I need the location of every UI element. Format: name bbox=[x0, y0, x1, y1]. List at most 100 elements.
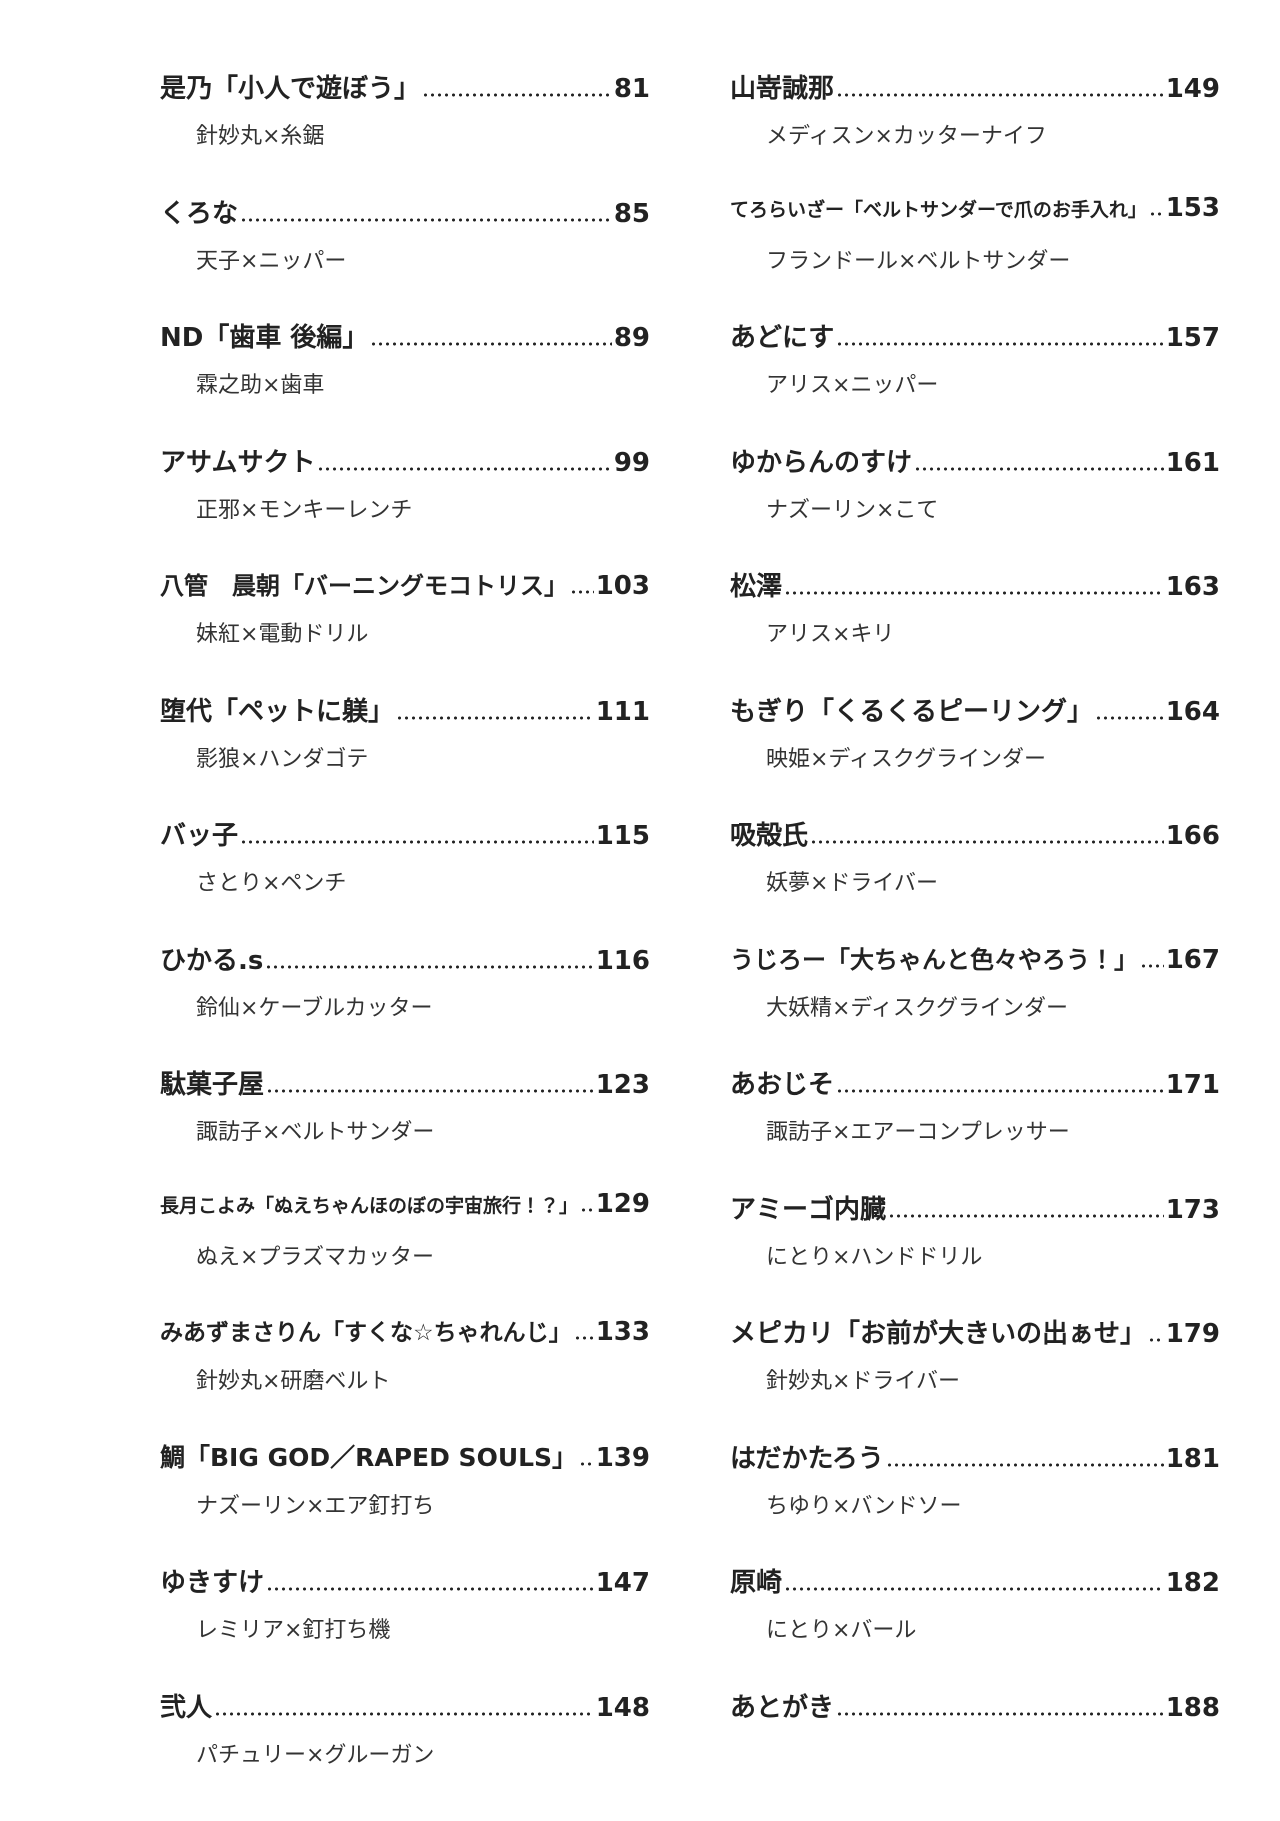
page-number: 99 bbox=[613, 447, 650, 478]
toc-entry: あとがき 188 bbox=[730, 1687, 1220, 1812]
dot-leader bbox=[573, 1336, 594, 1340]
page-number: 166 bbox=[1165, 821, 1220, 851]
entry-subtitle: にとり×バール bbox=[766, 1618, 917, 1643]
toc-entry: てろらいざー「ベルトサンダーで爪のお手入れ」 153 フランドール×ベルトサンダー bbox=[730, 193, 1220, 318]
toc-entry: メピカリ「お前が大きいの出ぁせ」 179 針妙丸×ドライバー bbox=[730, 1313, 1220, 1438]
entry-subtitle: 映姫×ディスクグラインダー bbox=[766, 746, 1047, 772]
entry-subtitle: 諏訪子×ベルトサンダー bbox=[196, 1120, 435, 1145]
toc-entry: バッ子 115 さとり×ペンチ bbox=[160, 815, 650, 940]
toc-entry: あどにす 157 アリス×ニッパー bbox=[730, 317, 1220, 442]
entry-title: 山嵜誠那 bbox=[730, 74, 835, 104]
dot-leader bbox=[580, 1207, 594, 1212]
toc-row: 是乃「小人で遊ぼう」 81 bbox=[160, 68, 650, 108]
toc-entry: 弐人 148 パチュリー×グルーガン bbox=[160, 1687, 650, 1812]
page-number: 173 bbox=[1165, 1194, 1220, 1225]
entry-title: ゆからんのすけ bbox=[730, 447, 913, 478]
toc-row: あとがき 188 bbox=[730, 1687, 1220, 1727]
entry-title: はだかたろう bbox=[730, 1443, 884, 1474]
toc-entry: 堕代「ペットに躾」 111 影狼×ハンダゴテ bbox=[160, 691, 650, 816]
entry-subtitle: 天子×ニッパー bbox=[196, 248, 347, 274]
toc-row: もぎり「くるくるピーリング」 164 bbox=[730, 691, 1220, 731]
toc-row: アミーゴ内臓 173 bbox=[730, 1189, 1220, 1229]
dot-leader bbox=[240, 217, 612, 222]
entry-title: アミーゴ内臓 bbox=[730, 1194, 887, 1225]
entry-subtitle: 鈴仙×ケーブルカッター bbox=[196, 995, 433, 1021]
dot-leader bbox=[370, 342, 612, 346]
toc-entry: もぎり「くるくるピーリング」 164 映姫×ディスクグラインダー bbox=[730, 691, 1220, 816]
page-number: 103 bbox=[595, 571, 650, 601]
entry-title: あどにす bbox=[730, 323, 835, 353]
page-number: 157 bbox=[1165, 323, 1220, 353]
toc-row: メピカリ「お前が大きいの出ぁせ」 179 bbox=[730, 1313, 1220, 1353]
entry-subtitle: アリス×キリ bbox=[766, 622, 895, 647]
entry-subtitle: ちゆり×バンドソー bbox=[766, 1493, 962, 1519]
entry-title: バッ子 bbox=[160, 821, 239, 851]
entry-title: うじろー「大ちゃんと色々やろう！」 bbox=[730, 945, 1138, 974]
entry-title: ひかる.s bbox=[160, 945, 264, 976]
toc-row: 原崎 182 bbox=[730, 1562, 1220, 1602]
entry-subtitle: にとり×ハンドドリル bbox=[766, 1244, 983, 1270]
toc-entry: 八管 晨朝「バーニングモコトリス」 103 妹紅×電動ドリル bbox=[160, 566, 650, 691]
entry-title: ND「歯車 後編」 bbox=[160, 323, 369, 353]
toc-row: ND「歯車 後編」 89 bbox=[160, 317, 650, 357]
entry-title: あとがき bbox=[730, 1692, 835, 1723]
dot-leader bbox=[914, 466, 1164, 471]
page-number: 163 bbox=[1165, 572, 1220, 602]
entry-title: ゆきすけ bbox=[160, 1568, 265, 1598]
toc-row: ゆきすけ 147 bbox=[160, 1562, 650, 1602]
toc-row: ゆからんのすけ 161 bbox=[730, 442, 1220, 482]
toc-entry: うじろー「大ちゃんと色々やろう！」 167 大妖精×ディスクグラインダー bbox=[730, 940, 1220, 1065]
page-number: 81 bbox=[613, 74, 650, 104]
dot-leader bbox=[836, 93, 1164, 97]
toc-entry: ゆからんのすけ 161 ナズーリン×こて bbox=[730, 442, 1220, 567]
toc-row: てろらいざー「ベルトサンダーで爪のお手入れ」 153 bbox=[730, 193, 1220, 233]
toc-row: あおじそ 171 bbox=[730, 1064, 1220, 1104]
toc-row: 駄菓子屋 123 bbox=[160, 1064, 650, 1104]
entry-title: 弐人 bbox=[160, 1692, 213, 1723]
entry-title: メピカリ「お前が大きいの出ぁせ」 bbox=[730, 1319, 1147, 1349]
toc-entry: アサムサクト 99 正邪×モンキーレンチ bbox=[160, 442, 650, 567]
page-number: 161 bbox=[1165, 447, 1220, 478]
page-number: 111 bbox=[595, 696, 650, 727]
entry-title: 松澤 bbox=[730, 572, 783, 602]
toc-entry: みあずまさりん「すくな☆ちゃれんじ」 133 針妙丸×研磨ベルト bbox=[160, 1313, 650, 1438]
toc-entry: くろな 85 天子×ニッパー bbox=[160, 193, 650, 318]
dot-leader bbox=[784, 591, 1164, 595]
entry-subtitle: 針妙丸×糸鋸 bbox=[196, 124, 325, 149]
dot-leader bbox=[836, 342, 1164, 346]
toc-entry: 吸殻氏 166 妖夢×ドライバー bbox=[730, 815, 1220, 940]
page-number: 181 bbox=[1165, 1443, 1220, 1474]
dot-leader bbox=[1148, 1338, 1164, 1342]
toc-row: 八管 晨朝「バーニングモコトリス」 103 bbox=[160, 566, 650, 606]
toc-entry: あおじそ 171 諏訪子×エアーコンプレッサー bbox=[730, 1064, 1220, 1189]
dot-leader bbox=[240, 840, 594, 844]
entry-subtitle: 針妙丸×研磨ベルト bbox=[196, 1369, 391, 1394]
dot-leader bbox=[317, 466, 612, 471]
dot-leader bbox=[214, 1711, 594, 1716]
page-number: 182 bbox=[1165, 1568, 1220, 1598]
page-number: 139 bbox=[595, 1442, 650, 1473]
toc-row: 長月こよみ「ぬえちゃんほのぼの宇宙旅行！？」 129 bbox=[160, 1189, 650, 1229]
toc-entry: 長月こよみ「ぬえちゃんほのぼの宇宙旅行！？」 129 ぬえ×プラズマカッター bbox=[160, 1189, 650, 1314]
entry-title: アサムサクト bbox=[160, 447, 316, 478]
dot-leader bbox=[1094, 715, 1164, 720]
dot-leader bbox=[1148, 211, 1164, 216]
toc-row: 山嵜誠那 149 bbox=[730, 68, 1220, 108]
dot-leader bbox=[784, 1587, 1164, 1591]
toc-entry: 松澤 163 アリス×キリ bbox=[730, 566, 1220, 691]
toc-entry: 鯛「BIG GOD／RAPED SOULS」 139 ナズーリン×エア釘打ち bbox=[160, 1438, 650, 1563]
toc-entry: 駄菓子屋 123 諏訪子×ベルトサンダー bbox=[160, 1064, 650, 1189]
toc-row: バッ子 115 bbox=[160, 815, 650, 855]
entry-subtitle: 影狼×ハンダゴテ bbox=[196, 746, 369, 772]
dot-leader bbox=[422, 93, 612, 97]
entry-title: 鯛「BIG GOD／RAPED SOULS」 bbox=[160, 1442, 578, 1472]
page-number: 116 bbox=[595, 945, 650, 976]
page-number: 167 bbox=[1165, 944, 1220, 975]
entry-subtitle: 妖夢×ドライバー bbox=[766, 871, 938, 896]
toc-column: 是乃「小人で遊ぼう」 81 針妙丸×糸鋸 くろな 85 天子×ニッパー ND「歯車 後編」 8… bbox=[160, 68, 650, 1811]
dot-leader bbox=[836, 1711, 1164, 1716]
entry-title: 駄菓子屋 bbox=[160, 1070, 265, 1100]
entry-title: くろな bbox=[160, 198, 239, 229]
toc-entry: 山嵜誠那 149 メディスン×カッターナイフ bbox=[730, 68, 1220, 193]
toc-row: 松澤 163 bbox=[730, 566, 1220, 606]
